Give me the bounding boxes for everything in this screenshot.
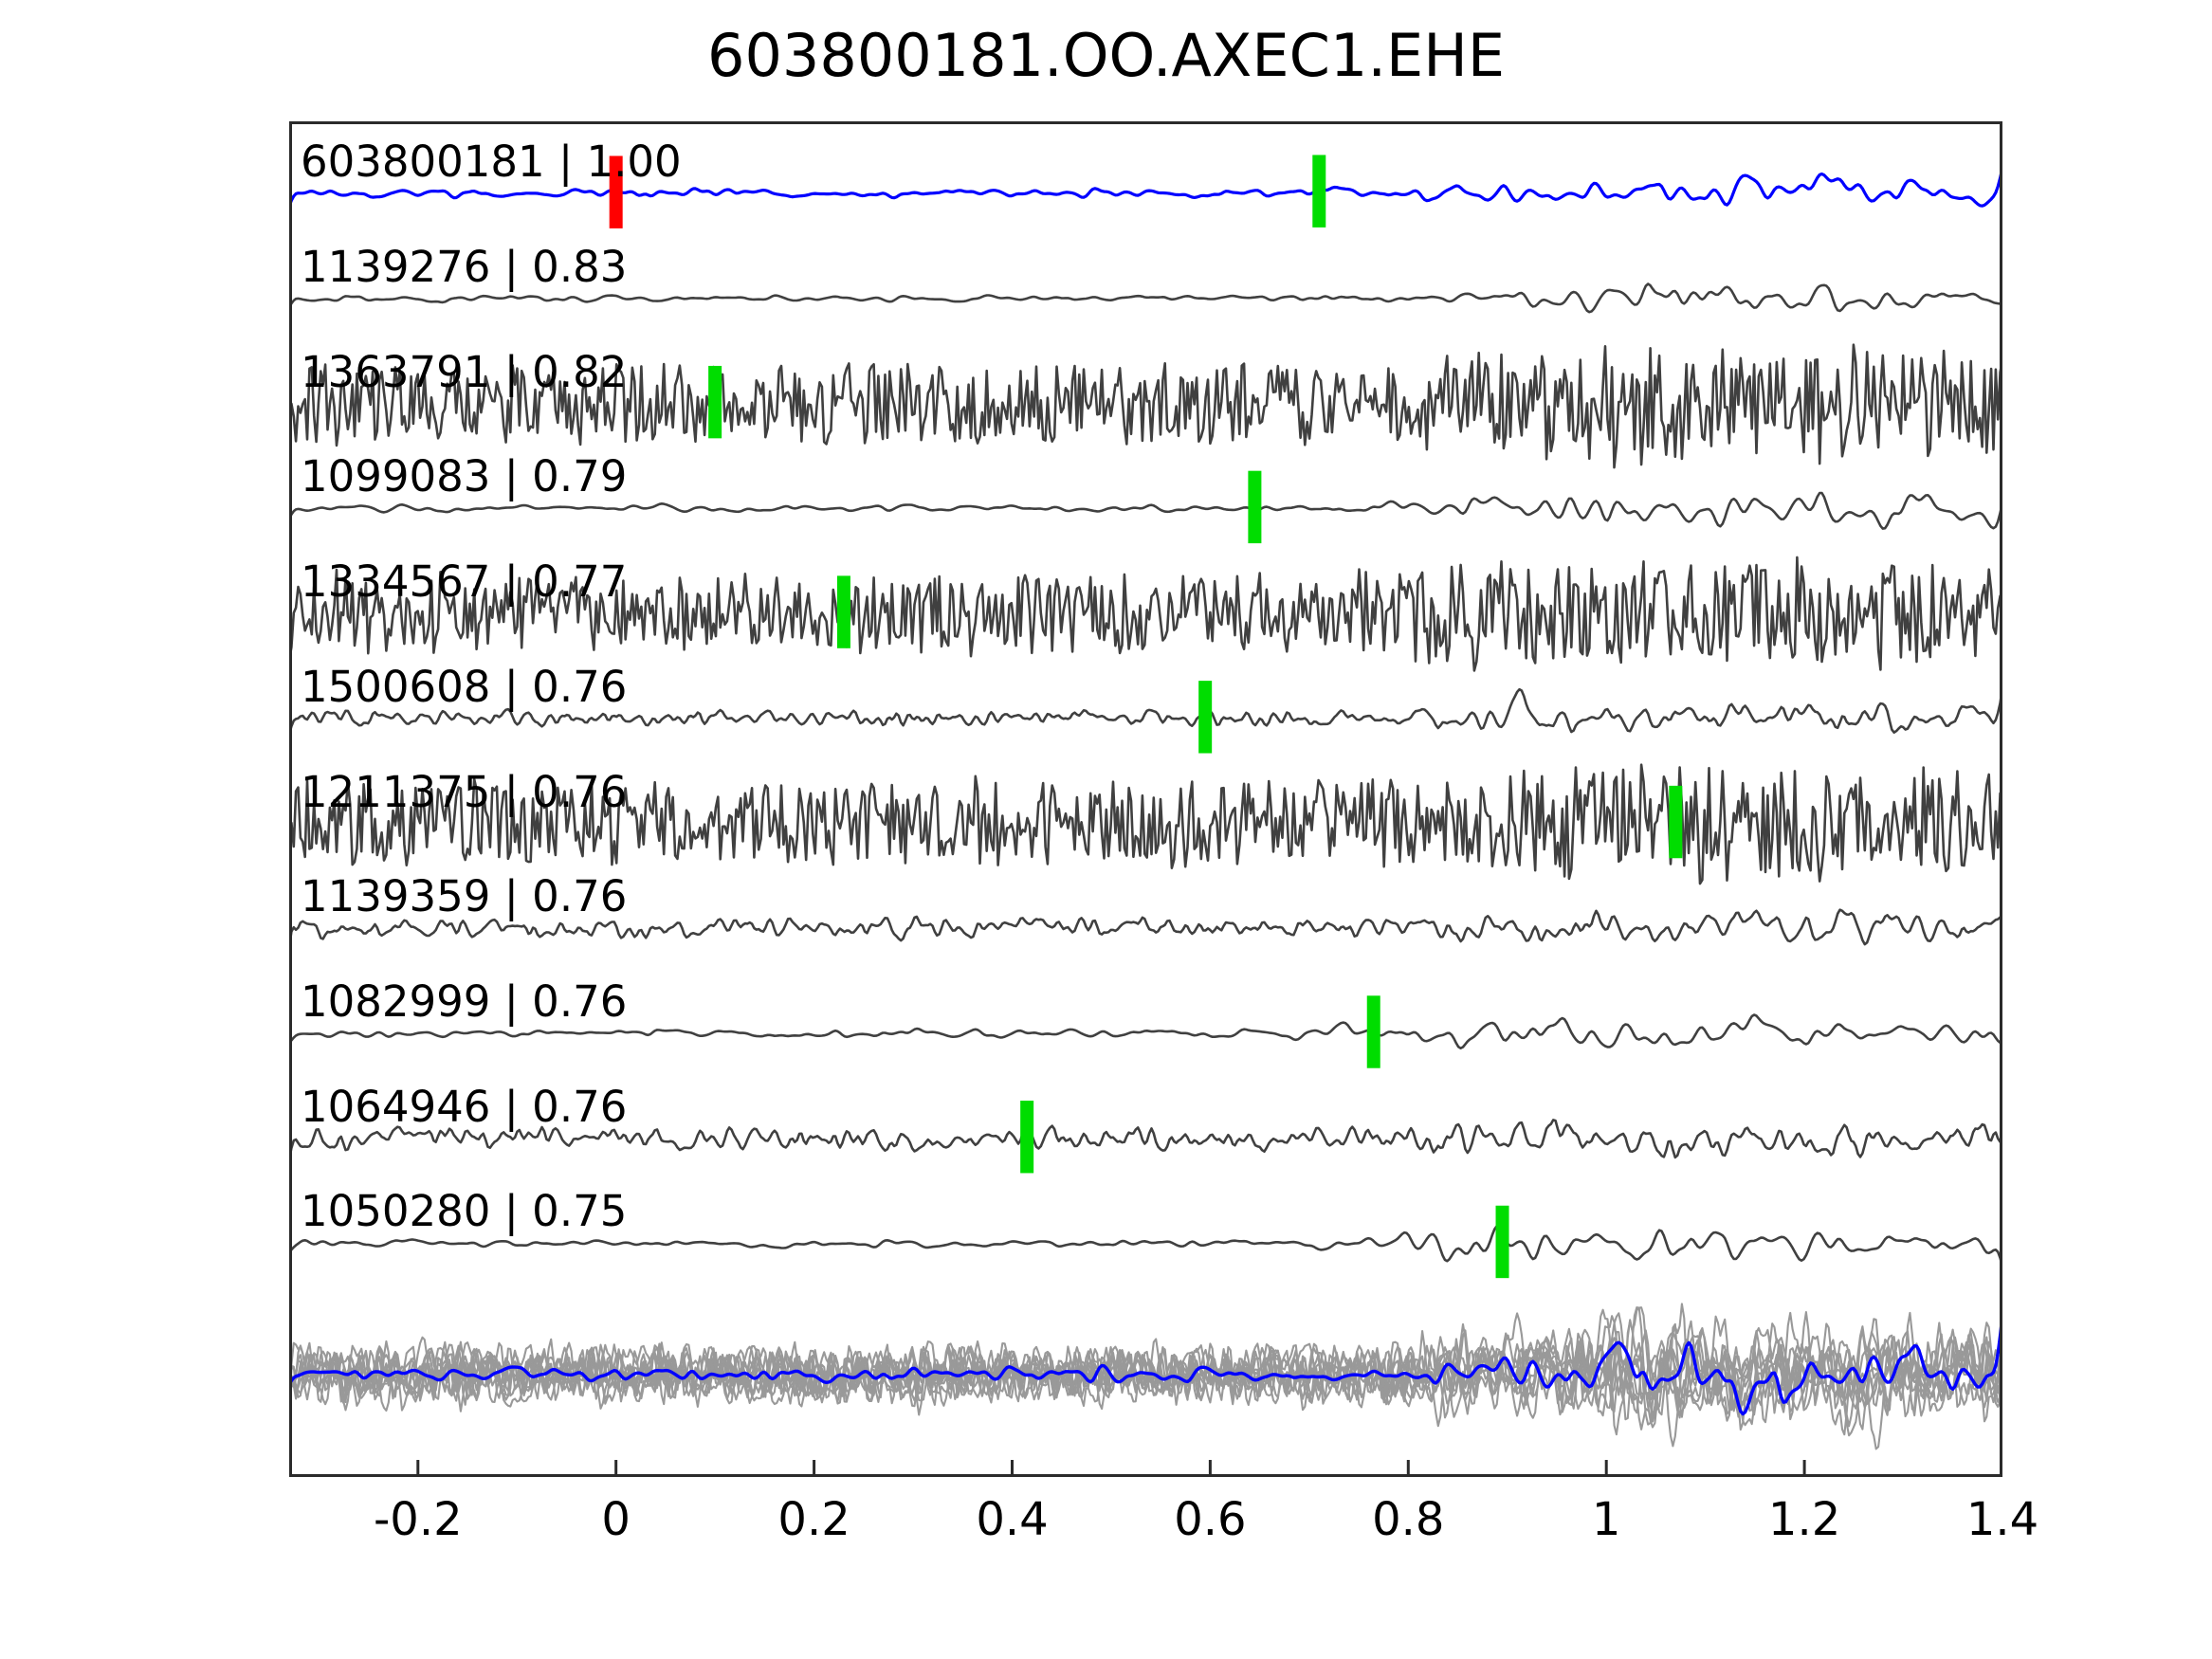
- plot-area: 603800181 | 1.00 1139276 | 0.83 1363791 | …: [289, 121, 2002, 1477]
- x-tick-label: 0.8: [1372, 1493, 1445, 1546]
- stack-template-trace: [289, 1313, 2002, 1416]
- waveform-trace-603800181: [289, 166, 2002, 208]
- x-axis: -0.2 0 0.2 0.4 0.6 0.8 1 1.2 1.4: [289, 1493, 2038, 1569]
- x-tick-label: 0.4: [976, 1493, 1049, 1546]
- x-tick-label: 0.2: [777, 1493, 850, 1546]
- trace-label-1099083: 1099083 | 0.79: [301, 451, 628, 502]
- pick-marker-1211375: [1669, 785, 1683, 859]
- waveform-trace-1363791: [289, 343, 2002, 469]
- trace-label-1050280: 1050280 | 0.75: [301, 1186, 628, 1237]
- x-tick-label: -0.2: [373, 1493, 463, 1546]
- stack-overlay-trace: [289, 1311, 2002, 1450]
- x-tick-label: 1: [1591, 1493, 1621, 1546]
- trace-label-603800181: 603800181 | 1.00: [301, 137, 682, 188]
- waveform-trace-1139276: [289, 283, 2002, 314]
- trace-label-1363791: 1363791 | 0.82: [301, 346, 628, 397]
- waveform-trace-1099083: [289, 491, 2002, 530]
- waveform-trace-1500608: [289, 685, 2002, 737]
- waveform-trace-1050280: [289, 1224, 2002, 1268]
- pick-marker-1064946: [1020, 1101, 1034, 1174]
- pick-marker-1082999: [1366, 995, 1380, 1068]
- pick-marker-1500608: [1198, 681, 1213, 754]
- waveform-canvas: [289, 155, 2002, 1477]
- waveform-trace-1334567: [289, 556, 2002, 672]
- waveform-trace-1064946: [289, 1119, 2002, 1161]
- waveform-trace-1139359: [289, 908, 2002, 949]
- x-tick-label: 1.2: [1767, 1493, 1841, 1546]
- pick-marker-1050280: [1495, 1205, 1509, 1279]
- trace-label-1334567: 1334567 | 0.77: [301, 556, 628, 608]
- trace-label-1082999: 1082999 | 0.76: [301, 976, 628, 1028]
- x-tick-label: 1.4: [1965, 1493, 2039, 1546]
- pick-marker-secondary-603800181: [1312, 155, 1326, 228]
- page-title: 603800181.OO.AXEC1.EHE: [707, 21, 1505, 90]
- pick-marker-1334567: [836, 575, 850, 648]
- pick-marker-1363791: [708, 365, 722, 439]
- trace-label-1211375: 1211375 | 0.76: [301, 766, 628, 817]
- trace-label-1139276: 1139276 | 0.83: [301, 241, 628, 292]
- waveform-trace-1211375: [289, 763, 2002, 885]
- pick-marker-603800181: [609, 155, 623, 228]
- waveform-trace-1082999: [289, 1013, 2002, 1049]
- x-tick-label: 0.6: [1174, 1493, 1247, 1546]
- x-tick-label: 0: [601, 1493, 631, 1546]
- stack-overlay-trace: [289, 1306, 2002, 1423]
- pick-marker-1099083: [1248, 470, 1262, 544]
- trace-label-1500608: 1500608 | 0.76: [301, 661, 628, 712]
- trace-label-1064946: 1064946 | 0.76: [301, 1081, 628, 1132]
- trace-label-1139359: 1139359 | 0.76: [301, 871, 628, 922]
